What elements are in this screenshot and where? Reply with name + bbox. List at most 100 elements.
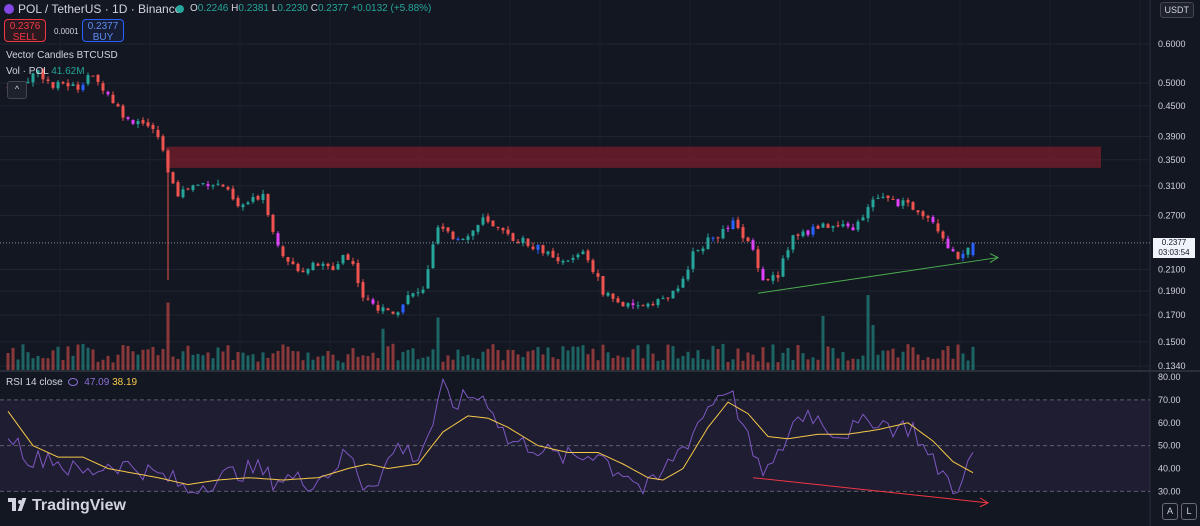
symbol-title[interactable]: POL / TetherUS · 1D · Binance	[18, 2, 182, 16]
candle-body	[241, 204, 245, 208]
candle-body	[551, 250, 555, 258]
collapse-indicators-button[interactable]: ^	[7, 81, 27, 99]
volume-bar	[841, 352, 845, 370]
volume-bar	[591, 348, 595, 370]
volume-bar	[511, 349, 515, 370]
last-price-badge: 0.2377 03:03:54	[1153, 238, 1195, 258]
price-tick-label: 0.1500	[1158, 337, 1186, 347]
candle-body	[666, 297, 670, 299]
candle-body	[956, 252, 960, 259]
volume-bar	[231, 360, 235, 370]
candle-body	[611, 293, 615, 299]
rsi-divergence-arrow	[979, 497, 990, 508]
candle-body	[861, 217, 865, 221]
log-scale-button[interactable]: L	[1181, 503, 1197, 520]
volume-bar	[826, 346, 830, 370]
volume-bar	[446, 355, 450, 370]
volume-bar	[671, 346, 675, 370]
volume-bar	[336, 360, 340, 370]
volume-bar	[106, 355, 110, 370]
candle-body	[361, 282, 365, 298]
volume-bar	[271, 353, 275, 370]
candle-body	[101, 83, 105, 91]
volume-bar	[561, 346, 565, 370]
price-tick-label: 0.6000	[1158, 39, 1186, 49]
volume-bar	[726, 361, 730, 370]
volume-bar	[546, 347, 550, 370]
candle-body	[446, 227, 450, 232]
candle-body	[151, 125, 155, 129]
candle-body	[321, 263, 325, 266]
volume-bar	[421, 357, 425, 370]
candle-body	[421, 289, 425, 293]
candle-body	[781, 258, 785, 277]
rsi-tick-label: 30.00	[1158, 486, 1181, 496]
candle-body	[336, 264, 340, 270]
candle-body	[106, 91, 110, 95]
auto-scale-button[interactable]: A	[1162, 503, 1178, 520]
candle-body	[916, 210, 920, 213]
candle-body	[911, 202, 915, 210]
candle-body	[886, 195, 890, 199]
candle-body	[41, 69, 45, 80]
volume-bar	[306, 352, 310, 370]
candle-body	[311, 262, 315, 271]
candle-body	[281, 246, 285, 257]
volume-bar	[416, 359, 420, 370]
candle-body	[266, 194, 270, 215]
sell-button[interactable]: 0.2376 SELL	[4, 19, 46, 43]
candle-body	[901, 200, 905, 206]
support-trendline[interactable]	[757, 257, 999, 294]
candle-body	[211, 185, 215, 187]
rsi-legend[interactable]: RSI 14 close 47.09 38.19	[6, 377, 137, 388]
candle-body	[251, 197, 255, 202]
currency-selector[interactable]: USDT	[1159, 2, 1194, 18]
volume-bar	[26, 352, 30, 370]
price-tick-label: 0.2700	[1158, 211, 1186, 221]
volume-bar	[856, 359, 860, 370]
candle-body	[441, 226, 445, 229]
candle-body	[606, 292, 610, 296]
volume-bar	[441, 361, 445, 370]
indicator-volume[interactable]: Vol · POL 41.62M	[6, 66, 85, 77]
tradingview-logo[interactable]: TradingView	[8, 497, 126, 515]
buy-button[interactable]: 0.2377 BUY	[82, 19, 124, 43]
volume-bar	[141, 349, 145, 370]
volume-bar	[731, 359, 735, 370]
volume-bar	[801, 353, 805, 370]
volume-bar	[611, 357, 615, 370]
candle-body	[326, 263, 330, 267]
candle-body	[796, 234, 800, 236]
volume-bar	[816, 359, 820, 370]
candle-body	[751, 240, 755, 250]
volume-bar	[471, 357, 475, 370]
volume-bar	[451, 359, 455, 370]
candle-body	[136, 121, 140, 125]
candle-body	[926, 216, 930, 218]
last-price-text: 0.2377	[1161, 238, 1187, 247]
volume-bar	[776, 362, 780, 370]
candle-body	[221, 184, 225, 187]
volume-bar	[951, 358, 955, 370]
indicator-vector-candles[interactable]: Vector Candles BTCUSD	[6, 50, 118, 61]
volume-bar	[131, 351, 135, 370]
resistance-zone[interactable]	[166, 146, 1101, 168]
volume-bar	[461, 356, 465, 370]
volume-bar	[736, 348, 740, 370]
rsi-divergence-line[interactable]	[752, 477, 989, 504]
volume-bar	[426, 356, 430, 370]
volume-bar	[896, 357, 900, 370]
volume-bar	[541, 354, 545, 370]
candle-body	[741, 227, 745, 239]
candle-body	[701, 248, 705, 252]
volume-bar	[401, 351, 405, 370]
candle-body	[381, 307, 385, 312]
volume-bar	[386, 346, 390, 370]
candle-body	[391, 311, 395, 314]
candle-body	[71, 84, 75, 86]
rsi-settings-icon[interactable]	[68, 378, 79, 387]
candle-body	[801, 231, 805, 237]
candle-body	[411, 293, 415, 297]
candle-body	[371, 299, 375, 304]
